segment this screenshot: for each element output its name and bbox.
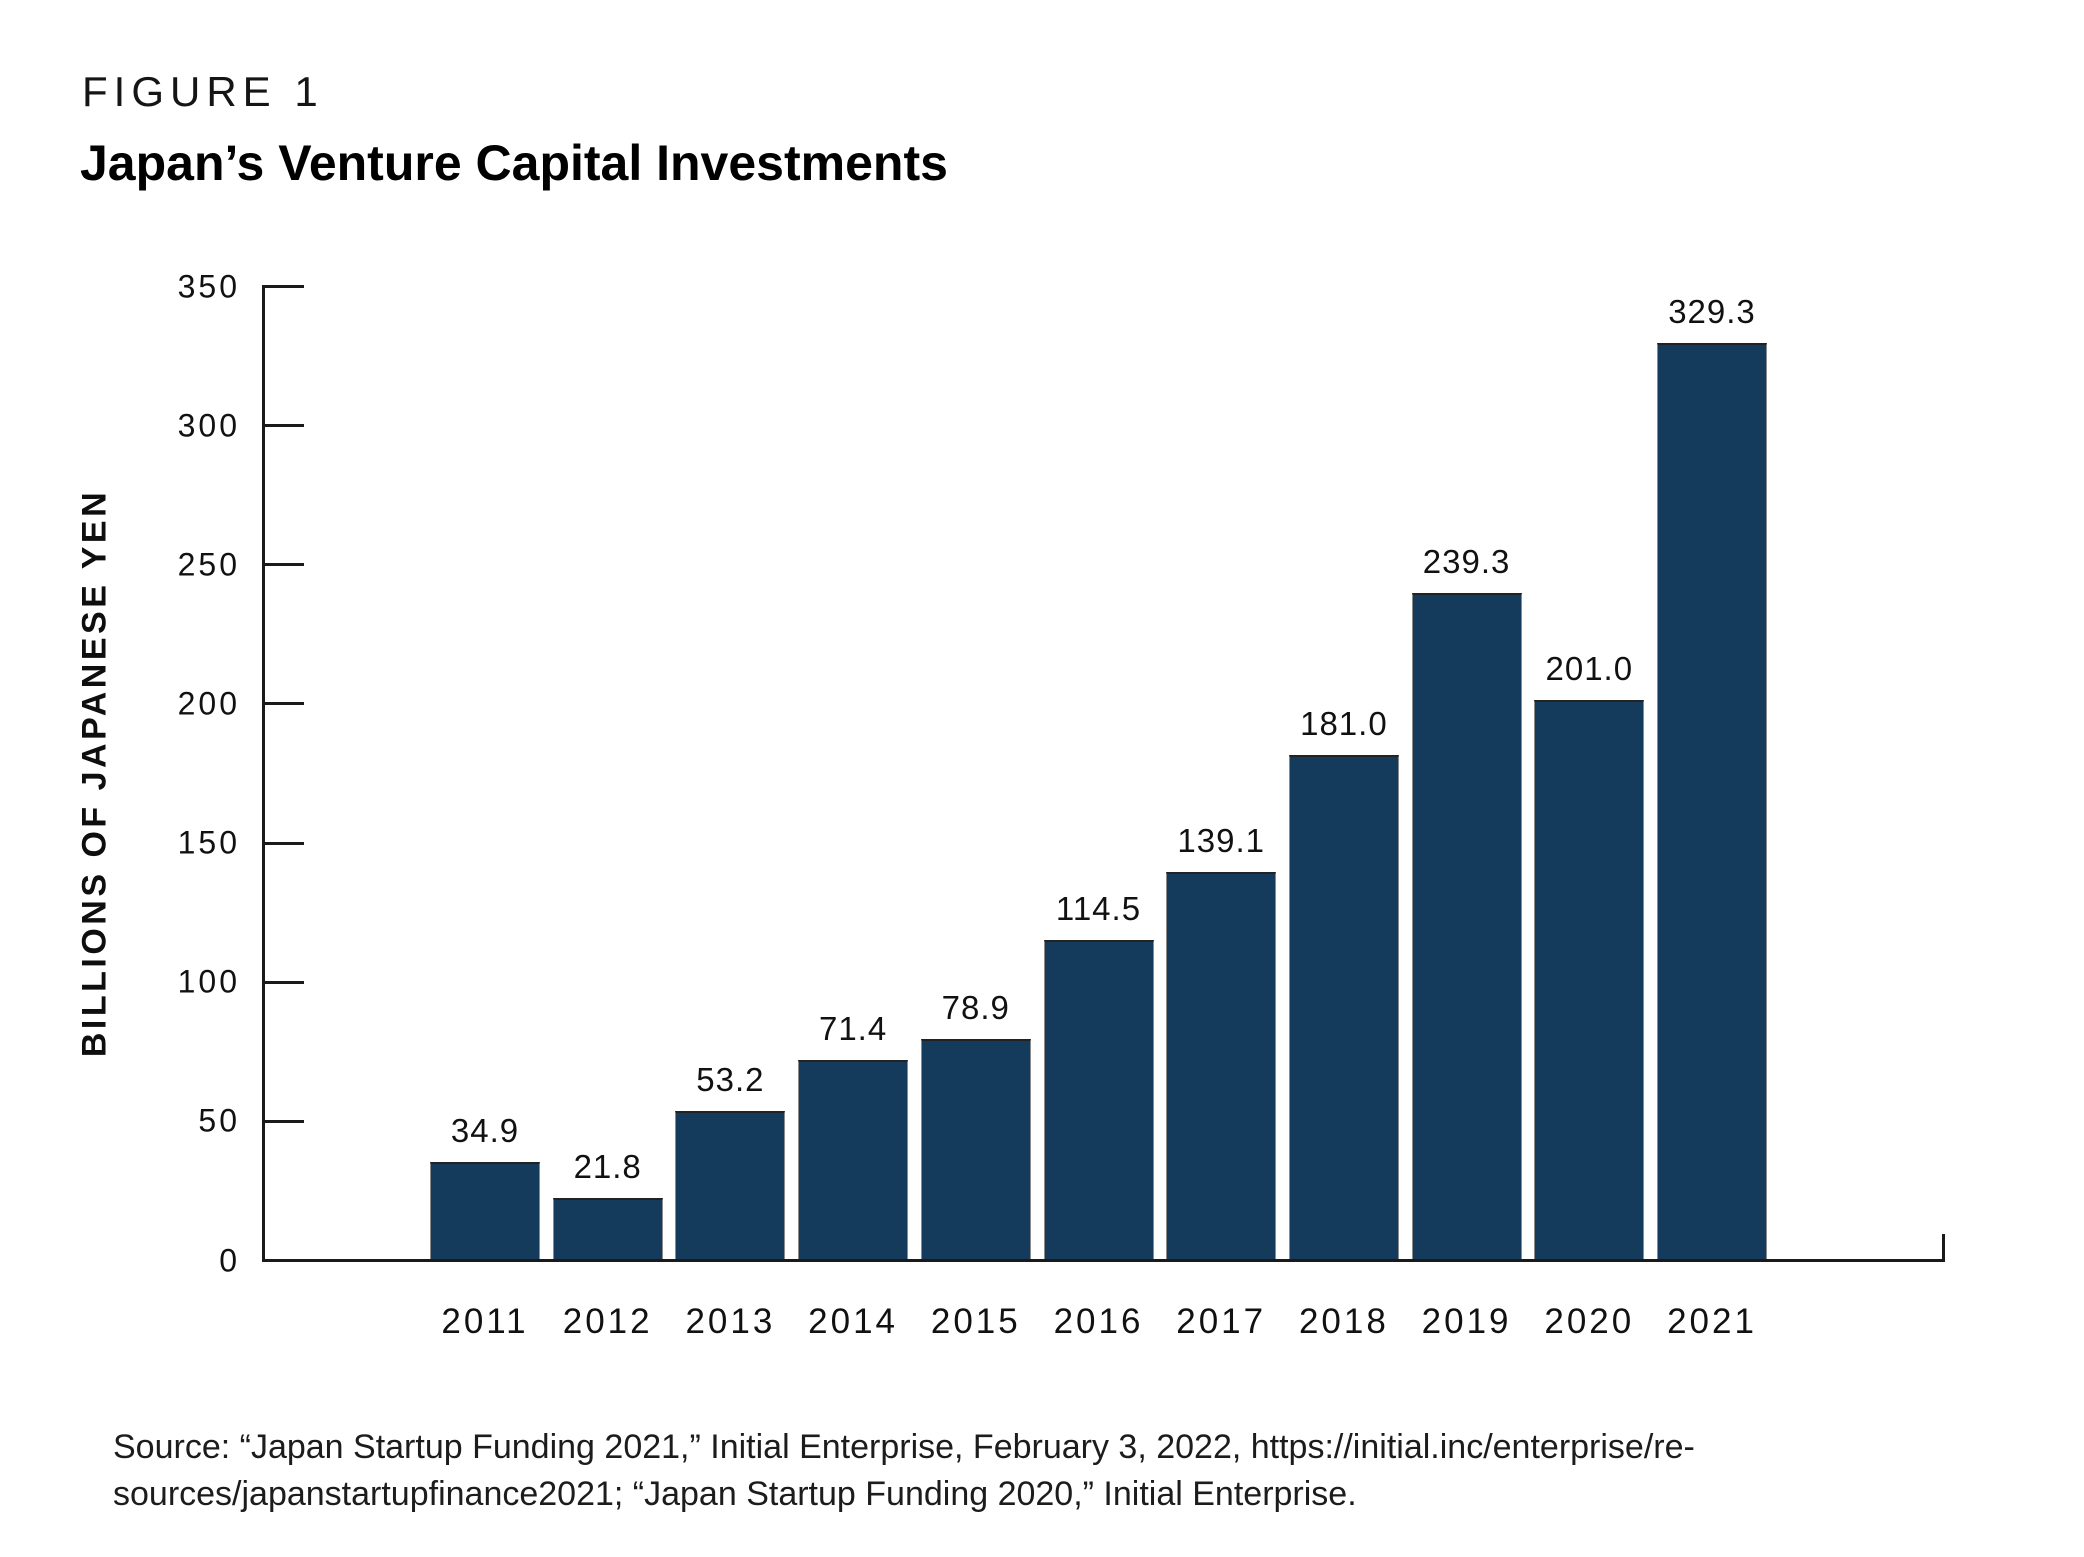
figure-title: Japan’s Venture Capital Investments bbox=[80, 135, 948, 191]
source-note: Source: “Japan Startup Funding 2021,” In… bbox=[113, 1424, 1695, 1518]
bar-2012 bbox=[552, 1198, 663, 1259]
y-tick-mark bbox=[262, 563, 304, 567]
x-tick-label: 2014 bbox=[808, 1302, 899, 1341]
figure-number-label: FIGURE 1 bbox=[82, 68, 324, 115]
bar-2018 bbox=[1288, 755, 1399, 1259]
bar-value-label: 201.0 bbox=[1545, 649, 1634, 687]
y-tick-mark bbox=[262, 702, 304, 706]
y-tick-label: 350 bbox=[177, 268, 240, 304]
bar-value-label: 21.8 bbox=[573, 1148, 642, 1186]
y-tick-label: 250 bbox=[177, 546, 240, 583]
x-tick-label: 2020 bbox=[1544, 1302, 1635, 1341]
y-tick-mark bbox=[262, 424, 304, 428]
y-tick-label: 200 bbox=[177, 685, 240, 722]
source-line: sources/japanstartupfinance2021; “Japan … bbox=[113, 1475, 1357, 1513]
bar-value-label: 239.3 bbox=[1422, 543, 1511, 581]
y-axis-line bbox=[262, 285, 265, 1262]
bar-value-label: 34.9 bbox=[450, 1111, 520, 1149]
bar-value-label: 78.9 bbox=[941, 989, 1010, 1027]
x-tick-label: 2013 bbox=[685, 1302, 776, 1341]
y-tick-mark bbox=[262, 841, 304, 845]
y-tick-mark bbox=[262, 1119, 304, 1123]
y-tick-label: 0 bbox=[219, 1242, 240, 1278]
bar-2016 bbox=[1043, 940, 1154, 1259]
x-tick-label: 2018 bbox=[1298, 1302, 1389, 1341]
plot-area: 0 50 100 150 200 250 300 350 34.9 2011 21.8 2012 53.… bbox=[178, 268, 1945, 1341]
x-tick-label: 2012 bbox=[562, 1302, 653, 1341]
x-tick-label: 2021 bbox=[1667, 1302, 1757, 1341]
bar-2020 bbox=[1534, 699, 1645, 1259]
bar-value-label: 181.0 bbox=[1300, 705, 1388, 743]
x-axis-end-tick bbox=[1942, 1234, 1945, 1262]
x-axis-line bbox=[262, 1259, 1945, 1262]
y-tick-label: 300 bbox=[177, 407, 240, 444]
bar-2021 bbox=[1657, 342, 1767, 1259]
bar-2011 bbox=[430, 1161, 540, 1259]
bar-value-label: 71.4 bbox=[818, 1010, 888, 1048]
x-tick-label: 2011 bbox=[441, 1302, 529, 1341]
x-tick-label: 2016 bbox=[1053, 1302, 1144, 1341]
y-tick-label: 100 bbox=[177, 963, 240, 1000]
bar-2015 bbox=[920, 1039, 1031, 1259]
bar-value-label: 329.3 bbox=[1668, 292, 1756, 330]
x-tick-label: 2015 bbox=[930, 1302, 1021, 1341]
y-tick-mark bbox=[262, 285, 304, 288]
bar-2019 bbox=[1411, 593, 1522, 1259]
x-tick-label: 2017 bbox=[1176, 1302, 1267, 1341]
bar-2017 bbox=[1166, 871, 1277, 1259]
y-tick-mark bbox=[262, 980, 304, 984]
bar-value-label: 53.2 bbox=[696, 1060, 765, 1098]
bar-value-label: 139.1 bbox=[1177, 821, 1265, 859]
bar-2013 bbox=[675, 1110, 786, 1259]
bar-2014 bbox=[798, 1060, 909, 1259]
x-tick-label: 2019 bbox=[1421, 1302, 1512, 1341]
bar-value-label: 114.5 bbox=[1055, 890, 1142, 928]
y-tick-label: 50 bbox=[198, 1102, 240, 1139]
y-tick-label: 150 bbox=[177, 824, 240, 861]
source-line: Source: “Japan Startup Funding 2021,” In… bbox=[113, 1428, 1695, 1466]
